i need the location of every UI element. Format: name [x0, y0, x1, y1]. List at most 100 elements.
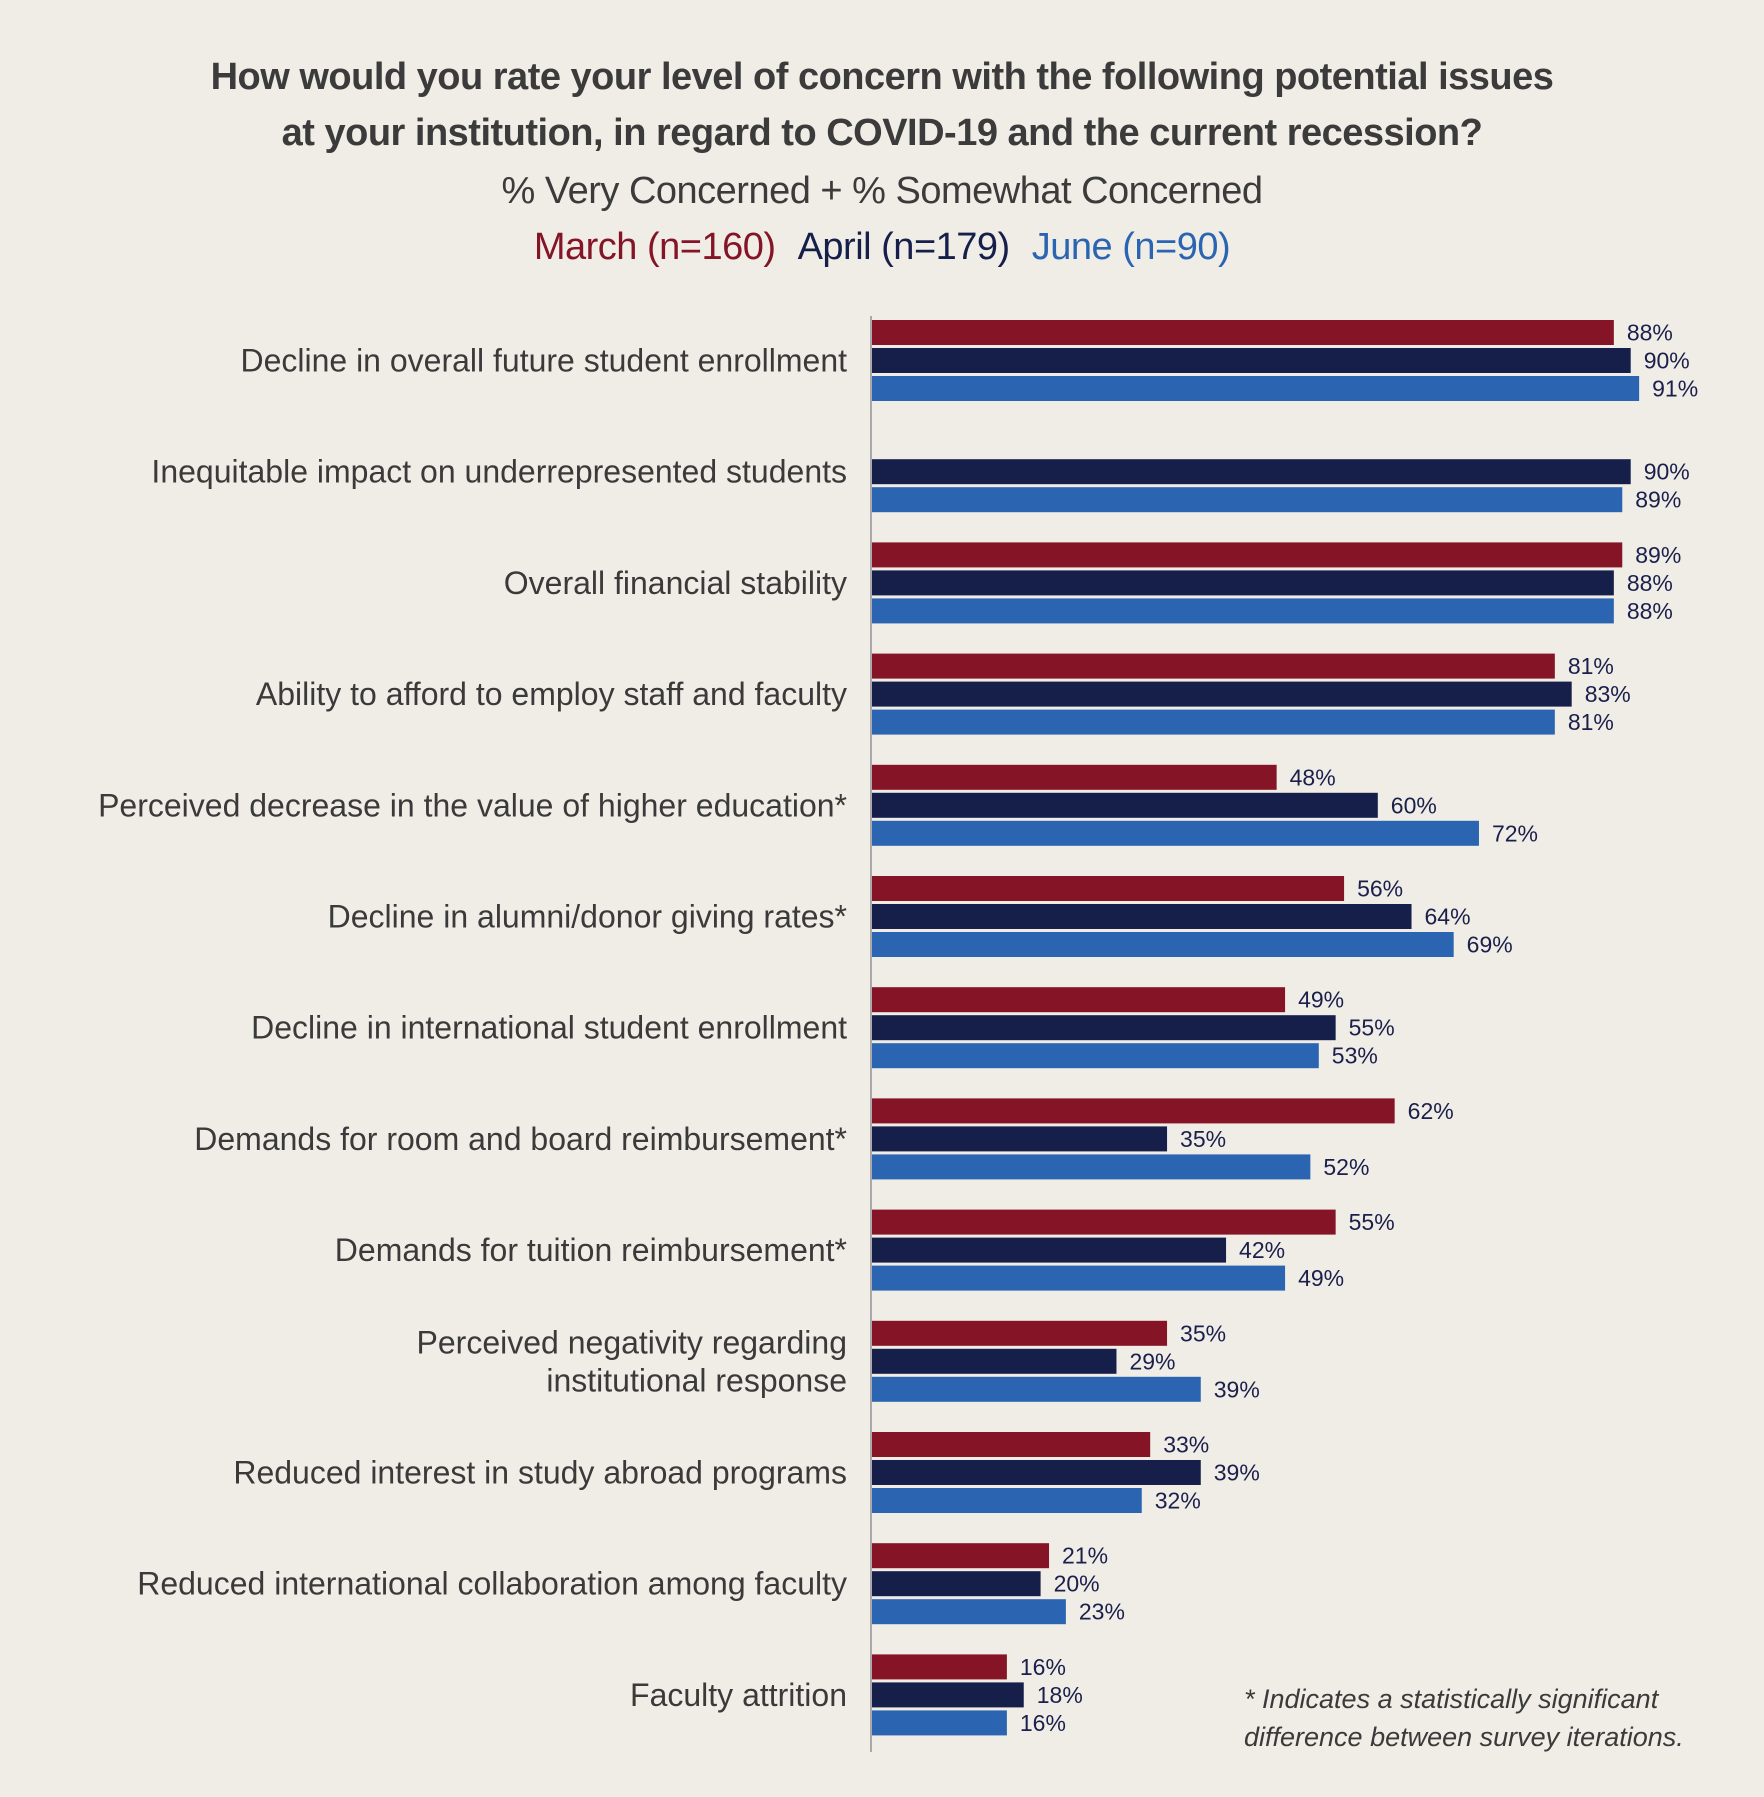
- bar: [872, 542, 1623, 568]
- data-label: 60%: [1391, 792, 1437, 818]
- bar: [872, 1015, 1336, 1041]
- data-label: 53%: [1332, 1043, 1378, 1069]
- data-label: 56%: [1357, 876, 1403, 902]
- data-label: 64%: [1425, 904, 1471, 930]
- bar: [872, 1654, 1007, 1680]
- chart-subtitle: % Very Concerned + % Somewhat Concerned: [501, 170, 1263, 212]
- data-label: 72%: [1492, 820, 1538, 846]
- data-label: 16%: [1020, 1710, 1066, 1736]
- bar: [872, 1682, 1024, 1708]
- data-label: 49%: [1298, 987, 1344, 1013]
- legend-april: April (n=179): [797, 226, 1011, 268]
- category-label: Perceived decrease in the value of highe…: [98, 787, 847, 823]
- data-label: 16%: [1020, 1654, 1066, 1680]
- data-label: 88%: [1627, 598, 1673, 624]
- bar: [872, 792, 1378, 818]
- bar: [872, 681, 1572, 707]
- chart-title-line-2: at your institution, in regard to COVID-…: [281, 112, 1483, 154]
- bar: [872, 1571, 1041, 1597]
- data-label: 89%: [1635, 487, 1681, 513]
- bar: [872, 1265, 1286, 1291]
- data-label: 35%: [1180, 1126, 1226, 1152]
- category-label: Faculty attrition: [630, 1677, 847, 1713]
- bar: [872, 764, 1277, 790]
- data-label: 81%: [1568, 709, 1614, 735]
- data-label: 20%: [1054, 1571, 1100, 1597]
- bar: [872, 1209, 1336, 1235]
- category-label: Inequitable impact on underrepresented s…: [151, 454, 847, 490]
- category-label: Decline in international student enrollm…: [251, 1010, 847, 1046]
- bar: [872, 376, 1640, 401]
- data-label: 39%: [1214, 1460, 1260, 1486]
- data-label: 35%: [1180, 1320, 1226, 1346]
- footnote-line-1: * Indicates a statistically significant: [1244, 1684, 1659, 1714]
- data-label: 29%: [1129, 1348, 1175, 1374]
- category-label: Decline in overall future student enroll…: [240, 343, 847, 379]
- data-label: 91%: [1652, 376, 1698, 402]
- chart-title-line-1: How would you rate your level of concern…: [210, 56, 1554, 98]
- data-label: 42%: [1239, 1237, 1285, 1263]
- bar: [872, 487, 1623, 513]
- bar: [872, 1154, 1311, 1180]
- data-label: 48%: [1290, 764, 1336, 790]
- bar: [872, 1043, 1319, 1069]
- bar: [872, 876, 1345, 901]
- data-label: 32%: [1155, 1488, 1201, 1514]
- bar: [872, 1488, 1142, 1513]
- data-label: 69%: [1467, 932, 1513, 958]
- bar: [872, 1126, 1168, 1152]
- category-label: Decline in alumni/donor giving rates*: [328, 899, 847, 935]
- data-label: 39%: [1214, 1376, 1260, 1402]
- data-label: 88%: [1627, 320, 1673, 346]
- bar: [872, 320, 1614, 345]
- data-label: 62%: [1408, 1098, 1454, 1124]
- data-label: 88%: [1627, 570, 1673, 596]
- legend-june: June (n=90): [1031, 226, 1231, 268]
- bar: [872, 1460, 1201, 1485]
- bar: [872, 1320, 1168, 1346]
- bar: [872, 709, 1555, 735]
- bar: [872, 1543, 1050, 1569]
- category-label: Reduced international collaboration amon…: [137, 1566, 847, 1602]
- legend-march: March (n=160): [533, 226, 776, 268]
- data-label: 90%: [1644, 459, 1690, 485]
- footnote: * Indicates a statistically significant …: [1244, 1680, 1744, 1756]
- data-label: 90%: [1644, 348, 1690, 374]
- bar: [872, 1432, 1151, 1457]
- data-label: 55%: [1349, 1015, 1395, 1041]
- bar: [872, 932, 1454, 957]
- bar: [872, 1237, 1227, 1263]
- bar: [872, 1710, 1007, 1736]
- category-label: Ability to afford to employ staff and fa…: [256, 676, 847, 712]
- data-label: 21%: [1062, 1543, 1108, 1569]
- data-label: 52%: [1323, 1154, 1369, 1180]
- bar: [872, 1376, 1201, 1402]
- data-label: 83%: [1585, 681, 1631, 707]
- footnote-line-2: difference between survey iterations.: [1244, 1722, 1684, 1752]
- category-label: Overall financial stability: [504, 565, 847, 601]
- bar: [872, 598, 1614, 624]
- data-label: 55%: [1349, 1209, 1395, 1235]
- legend: March (n=160) April (n=179) June (n=90): [0, 226, 1764, 269]
- bar: [872, 348, 1631, 373]
- category-label: institutional response: [546, 1362, 847, 1398]
- bar: [872, 570, 1614, 596]
- category-label: Perceived negativity regarding: [417, 1324, 847, 1360]
- data-label: 23%: [1079, 1599, 1125, 1625]
- category-label: Demands for tuition reimbursement*: [335, 1232, 847, 1268]
- data-label: 49%: [1298, 1265, 1344, 1291]
- bar: [872, 904, 1412, 929]
- data-label: 81%: [1568, 653, 1614, 679]
- category-label: Reduced interest in study abroad program…: [233, 1455, 847, 1491]
- category-label: Demands for room and board reimbursement…: [194, 1121, 847, 1157]
- bar: [872, 1098, 1395, 1124]
- bar: [872, 1348, 1117, 1374]
- data-label: 18%: [1037, 1682, 1083, 1708]
- data-label: 89%: [1635, 542, 1681, 568]
- bar: [872, 653, 1555, 679]
- bar: [872, 1599, 1066, 1625]
- bar: [872, 459, 1631, 485]
- data-label: 33%: [1163, 1432, 1209, 1458]
- bar: [872, 820, 1479, 846]
